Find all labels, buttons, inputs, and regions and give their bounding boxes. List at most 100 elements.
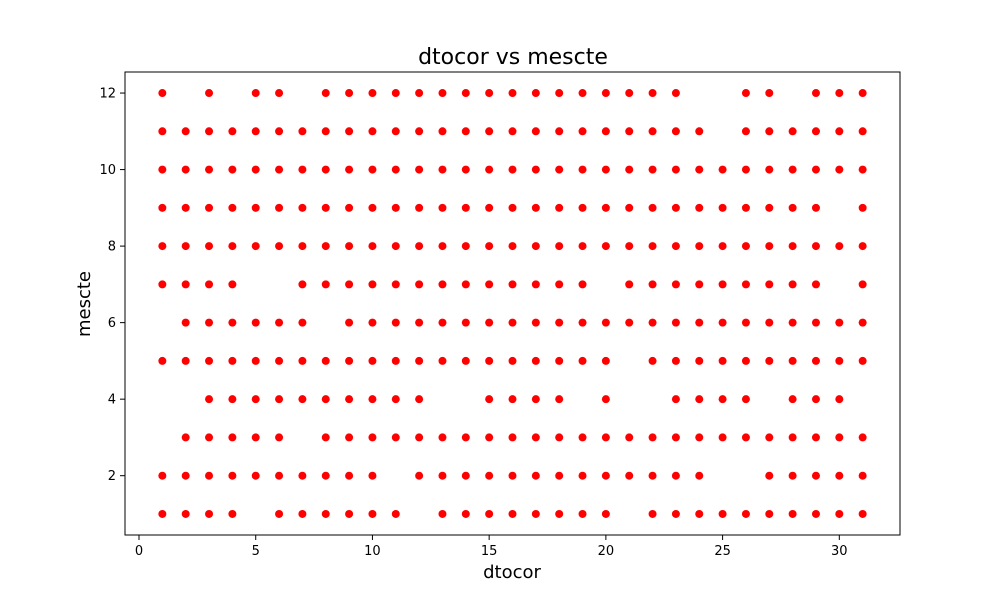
data-point <box>461 318 470 327</box>
data-point <box>718 280 727 289</box>
data-point <box>508 509 517 518</box>
data-point <box>671 471 680 480</box>
data-point <box>648 280 657 289</box>
data-point <box>461 127 470 136</box>
data-point <box>835 433 844 442</box>
data-point <box>765 509 774 518</box>
data-point <box>368 395 377 404</box>
data-point <box>625 318 634 327</box>
data-point <box>671 127 680 136</box>
data-point <box>228 471 237 480</box>
data-point <box>205 203 214 212</box>
data-point <box>461 509 470 518</box>
data-point <box>181 127 190 136</box>
data-point <box>345 165 354 174</box>
x-tick-label: 0 <box>135 544 143 559</box>
y-tick-label: 6 <box>108 316 116 331</box>
data-point <box>648 203 657 212</box>
data-point <box>788 471 797 480</box>
data-point <box>578 242 587 251</box>
data-point <box>251 318 260 327</box>
data-point <box>345 203 354 212</box>
data-point <box>835 127 844 136</box>
data-point <box>345 242 354 251</box>
data-point <box>298 280 307 289</box>
data-point <box>298 127 307 136</box>
data-point <box>741 203 750 212</box>
data-point <box>741 395 750 404</box>
data-point <box>578 127 587 136</box>
data-point <box>321 89 330 98</box>
data-point <box>438 356 447 365</box>
data-point <box>438 203 447 212</box>
data-point <box>275 356 284 365</box>
data-point <box>788 127 797 136</box>
data-point <box>765 89 774 98</box>
data-point <box>508 318 517 327</box>
data-point <box>531 471 540 480</box>
data-point <box>625 165 634 174</box>
data-point <box>718 203 727 212</box>
data-point <box>205 471 214 480</box>
data-point <box>788 509 797 518</box>
data-point <box>648 433 657 442</box>
data-point <box>601 433 610 442</box>
data-point <box>158 509 167 518</box>
data-point <box>485 89 494 98</box>
data-point <box>718 509 727 518</box>
data-point <box>251 433 260 442</box>
data-point <box>578 433 587 442</box>
data-point <box>438 242 447 251</box>
data-point <box>835 165 844 174</box>
data-point <box>368 203 377 212</box>
data-point <box>601 242 610 251</box>
data-point <box>741 509 750 518</box>
data-point <box>368 356 377 365</box>
data-point <box>578 471 587 480</box>
y-tick-label: 10 <box>99 163 116 178</box>
data-point <box>181 280 190 289</box>
x-tick-label: 20 <box>598 544 615 559</box>
data-point <box>485 203 494 212</box>
data-point <box>695 356 704 365</box>
data-point <box>601 356 610 365</box>
data-point <box>835 509 844 518</box>
data-point <box>531 356 540 365</box>
data-point <box>158 89 167 98</box>
data-point <box>158 165 167 174</box>
data-point <box>415 280 424 289</box>
data-point <box>741 318 750 327</box>
data-point <box>508 127 517 136</box>
data-point <box>741 165 750 174</box>
x-axis-ticks: 0 5 10 15 20 25 30 <box>135 535 848 559</box>
data-point <box>345 318 354 327</box>
data-point <box>321 395 330 404</box>
data-point <box>415 165 424 174</box>
data-point <box>415 89 424 98</box>
data-point <box>485 471 494 480</box>
data-point <box>741 242 750 251</box>
data-point <box>858 433 867 442</box>
data-point <box>368 318 377 327</box>
data-point <box>578 356 587 365</box>
data-point <box>205 395 214 404</box>
data-point <box>648 471 657 480</box>
data-point <box>625 471 634 480</box>
data-point <box>298 509 307 518</box>
data-point <box>648 89 657 98</box>
data-point <box>858 127 867 136</box>
data-point <box>741 280 750 289</box>
data-point <box>251 356 260 365</box>
data-point <box>671 203 680 212</box>
data-point <box>741 89 750 98</box>
data-point <box>671 433 680 442</box>
data-point <box>811 433 820 442</box>
data-point <box>695 203 704 212</box>
data-point <box>461 165 470 174</box>
data-point <box>578 203 587 212</box>
data-point <box>625 242 634 251</box>
data-point <box>788 433 797 442</box>
data-point <box>485 242 494 251</box>
data-point <box>181 471 190 480</box>
data-point <box>345 433 354 442</box>
